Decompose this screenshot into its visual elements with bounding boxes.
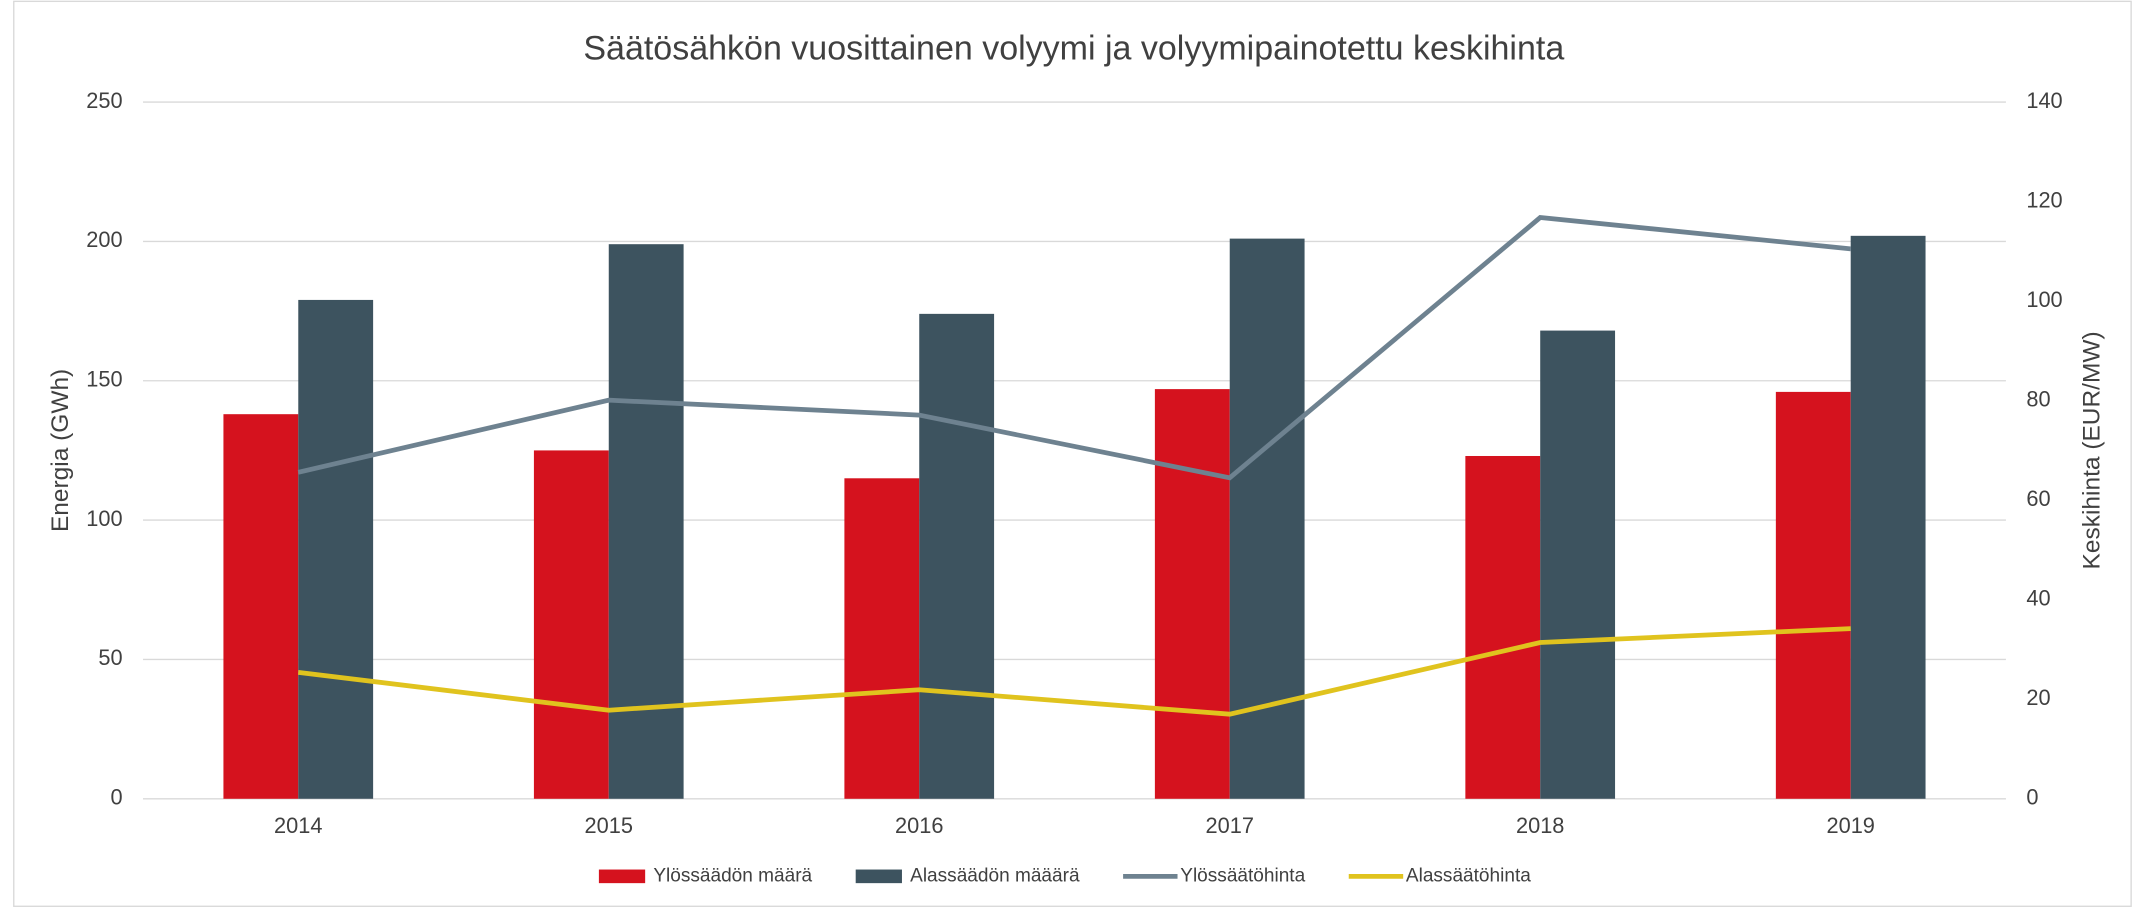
line-series: [297, 215, 1851, 481]
bar: [223, 414, 299, 799]
legend-label: Ylössäädön määrä: [653, 865, 812, 886]
bar: [1154, 389, 1230, 799]
bar: [1850, 235, 1926, 799]
y-tick-label: 150: [86, 366, 122, 391]
y2-tick-label: 140: [2026, 88, 2062, 113]
x-tick-label: 2015: [585, 813, 633, 838]
y-tick-label: 250: [86, 88, 122, 113]
bar: [608, 244, 684, 799]
x-tick-label: 2016: [895, 813, 943, 838]
legend-label: Ylössäätöhinta: [1180, 865, 1305, 886]
legend-swatch: [855, 869, 902, 884]
y-tick-label: 200: [86, 227, 122, 252]
y-tick-label: 50: [98, 645, 122, 670]
x-tick-label: 2019: [1826, 813, 1874, 838]
y2-tick-label: 20: [2026, 685, 2050, 710]
x-tick-label: 2017: [1206, 813, 1254, 838]
x-tick-label: 2018: [1516, 813, 1564, 838]
bar: [1540, 330, 1616, 799]
legend-swatch: [598, 869, 646, 884]
bar: [1465, 455, 1541, 799]
y2-tick-label: 100: [2026, 287, 2062, 312]
legend-label: Alassäädön määärä: [910, 865, 1080, 886]
y-axis-label: Energia (GWh): [47, 369, 74, 532]
line-series: [297, 626, 1851, 717]
y2-tick-label: 80: [2026, 386, 2050, 411]
y2-tick-label: 40: [2026, 585, 2050, 610]
y-tick-label: 100: [86, 506, 122, 531]
y-tick-label: 0: [111, 785, 123, 810]
chart-title: Säätösähkön vuosittainen volyymi ja voly…: [583, 29, 1564, 67]
bar: [298, 299, 374, 799]
bar: [1775, 391, 1851, 799]
x-tick-label: 2014: [274, 813, 322, 838]
y2-tick-label: 60: [2026, 486, 2050, 511]
bar: [844, 478, 920, 799]
y2-axis-label: Keskihinta (EUR/MW): [2078, 331, 2105, 569]
y2-tick-label: 0: [2026, 785, 2038, 810]
bar: [533, 450, 609, 799]
y2-tick-label: 120: [2026, 187, 2062, 212]
legend-label: Alassäätöhinta: [1406, 865, 1531, 886]
bar: [919, 313, 995, 799]
bar: [1229, 238, 1305, 799]
